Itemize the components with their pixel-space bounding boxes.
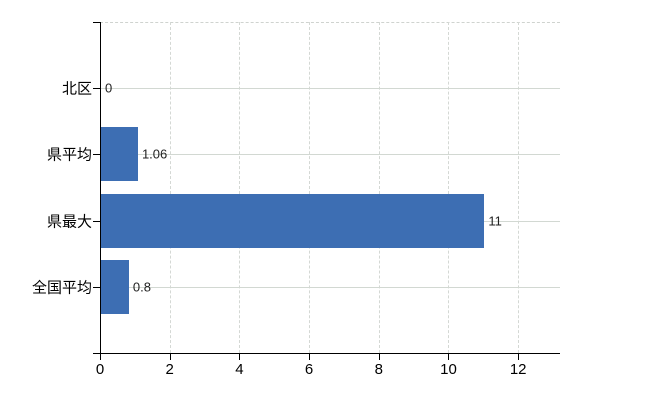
- bar-value-label: 0: [105, 80, 113, 96]
- y-axis: [100, 22, 101, 354]
- y-gridline: [100, 154, 560, 156]
- bar: [101, 259, 129, 314]
- x-axis-tick: [378, 354, 380, 360]
- y-gridline: [100, 286, 560, 288]
- x-tick-label: 10: [440, 361, 457, 378]
- x-gridline: [239, 22, 241, 353]
- category-label: 県最大: [46, 213, 92, 231]
- x-tick-label: 0: [95, 361, 105, 378]
- x-axis-tick: [309, 354, 311, 360]
- x-axis-tick: [448, 354, 450, 360]
- x-tick-label: 12: [509, 361, 527, 378]
- x-tick-label: 2: [165, 361, 174, 378]
- y-axis-tick: [93, 286, 100, 288]
- x-tick-label: 4: [235, 361, 244, 378]
- bar-value-label: 11: [488, 213, 502, 229]
- x-tick-label: 8: [374, 361, 383, 378]
- bar: [101, 127, 138, 182]
- x-axis-tick: [169, 354, 171, 360]
- bar: [101, 193, 485, 248]
- x-gridline: [518, 22, 520, 353]
- category-label: 北区: [61, 80, 92, 98]
- x-gridline: [448, 22, 450, 353]
- bar-value-label: 1.06: [141, 146, 168, 162]
- x-axis-tick: [239, 354, 241, 360]
- x-axis-tick: [100, 354, 101, 360]
- y-axis-tick: [93, 88, 100, 90]
- x-tick-label: 6: [304, 361, 314, 378]
- y-axis-tick: [93, 154, 100, 156]
- x-gridline: [378, 22, 380, 353]
- category-label: 県平均: [46, 146, 92, 164]
- category-label: 全国平均: [31, 279, 92, 297]
- y-axis-tick: [93, 22, 100, 23]
- y-axis-tick: [93, 220, 100, 222]
- x-axis: [93, 353, 560, 354]
- y-gridline: [100, 88, 560, 90]
- bar-value-label: 0.8: [132, 279, 151, 295]
- plot-area-top-border: [100, 22, 560, 23]
- x-gridline: [309, 22, 311, 353]
- x-gridline: [169, 22, 171, 353]
- x-axis-tick: [518, 354, 520, 360]
